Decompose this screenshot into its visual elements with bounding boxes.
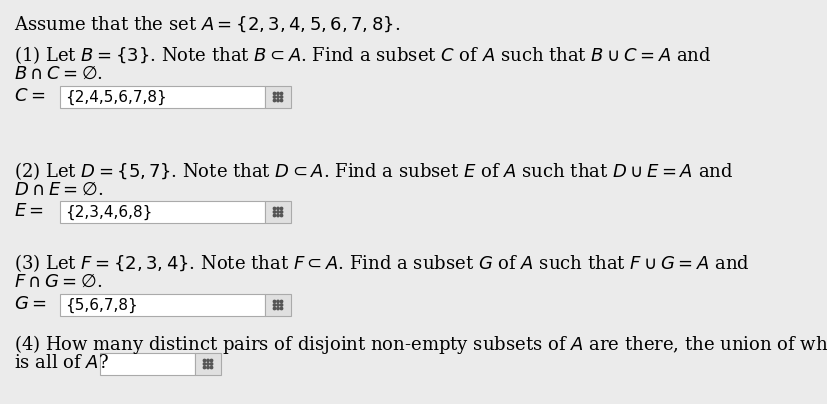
Circle shape xyxy=(207,359,209,362)
Circle shape xyxy=(273,92,275,95)
Text: Assume that the set $A = \{2, 3, 4, 5, 6, 7, 8\}$.: Assume that the set $A = \{2, 3, 4, 5, 6… xyxy=(14,14,400,34)
FancyBboxPatch shape xyxy=(265,201,291,223)
Text: {2,3,4,6,8}: {2,3,4,6,8} xyxy=(65,204,152,220)
Circle shape xyxy=(277,96,280,98)
Circle shape xyxy=(280,307,283,310)
Circle shape xyxy=(280,214,283,217)
Circle shape xyxy=(280,207,283,210)
Circle shape xyxy=(277,214,280,217)
Circle shape xyxy=(273,300,275,303)
Circle shape xyxy=(280,92,283,95)
FancyBboxPatch shape xyxy=(60,294,265,316)
Text: $F \cap G = \emptyset$.: $F \cap G = \emptyset$. xyxy=(14,273,103,291)
Circle shape xyxy=(277,304,280,306)
Circle shape xyxy=(280,99,283,102)
Circle shape xyxy=(273,207,275,210)
Text: $G = $: $G = $ xyxy=(14,295,46,313)
Text: $C = $: $C = $ xyxy=(14,87,45,105)
FancyBboxPatch shape xyxy=(265,86,291,108)
Circle shape xyxy=(203,363,206,365)
Circle shape xyxy=(273,96,275,98)
Circle shape xyxy=(207,363,209,365)
Circle shape xyxy=(273,214,275,217)
Circle shape xyxy=(277,307,280,310)
Circle shape xyxy=(280,211,283,213)
Circle shape xyxy=(210,363,213,365)
Circle shape xyxy=(277,300,280,303)
Text: (4) How many distinct pairs of disjoint non-empty subsets of $A$ are there, the : (4) How many distinct pairs of disjoint … xyxy=(14,333,827,356)
Text: $D \cap E = \emptyset$.: $D \cap E = \emptyset$. xyxy=(14,181,103,199)
Circle shape xyxy=(280,304,283,306)
FancyBboxPatch shape xyxy=(100,353,195,375)
Text: $E = $: $E = $ xyxy=(14,202,44,220)
Circle shape xyxy=(273,304,275,306)
Circle shape xyxy=(207,366,209,369)
Circle shape xyxy=(273,307,275,310)
Circle shape xyxy=(273,211,275,213)
Circle shape xyxy=(203,359,206,362)
Circle shape xyxy=(280,96,283,98)
Text: (1) Let $B = \{3\}$. Note that $B \subset A$. Find a subset $C$ of $A$ such that: (1) Let $B = \{3\}$. Note that $B \subse… xyxy=(14,44,711,66)
FancyBboxPatch shape xyxy=(60,201,265,223)
Circle shape xyxy=(203,366,206,369)
Text: (3) Let $F = \{2, 3, 4\}$. Note that $F \subset A$. Find a subset $G$ of $A$ suc: (3) Let $F = \{2, 3, 4\}$. Note that $F … xyxy=(14,252,749,274)
Circle shape xyxy=(277,99,280,102)
Text: is all of $A$?: is all of $A$? xyxy=(14,354,109,372)
Text: $B \cap C = \emptyset$.: $B \cap C = \emptyset$. xyxy=(14,65,103,83)
Circle shape xyxy=(277,211,280,213)
Circle shape xyxy=(277,92,280,95)
FancyBboxPatch shape xyxy=(265,294,291,316)
Circle shape xyxy=(273,99,275,102)
FancyBboxPatch shape xyxy=(195,353,221,375)
Text: {5,6,7,8}: {5,6,7,8} xyxy=(65,297,138,313)
FancyBboxPatch shape xyxy=(60,86,265,108)
Text: {2,4,5,6,7,8}: {2,4,5,6,7,8} xyxy=(65,89,167,105)
Circle shape xyxy=(277,207,280,210)
Text: (2) Let $D = \{5, 7\}$. Note that $D \subset A$. Find a subset $E$ of $A$ such t: (2) Let $D = \{5, 7\}$. Note that $D \su… xyxy=(14,160,734,182)
Circle shape xyxy=(210,366,213,369)
Circle shape xyxy=(210,359,213,362)
Circle shape xyxy=(280,300,283,303)
